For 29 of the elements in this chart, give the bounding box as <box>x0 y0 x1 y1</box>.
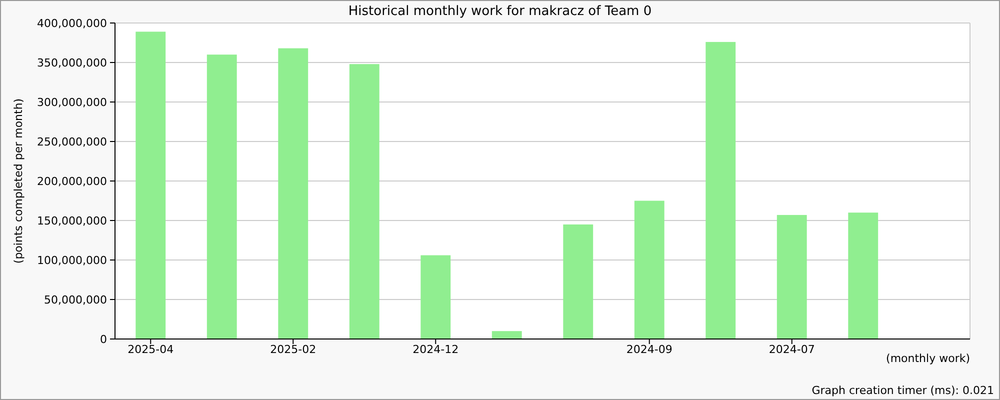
bar <box>136 32 166 339</box>
x-axis-title: (monthly work) <box>886 352 970 365</box>
bar <box>349 64 380 339</box>
bar <box>776 214 807 339</box>
y-tick-label: 150,000,000 <box>37 214 107 228</box>
bar <box>420 255 451 339</box>
x-tick-label: 2025-02 <box>270 343 316 356</box>
y-tick-label: 100,000,000 <box>37 254 107 267</box>
x-tick-label: 2024-09 <box>626 343 672 356</box>
x-tick-label: 2025-04 <box>128 343 174 356</box>
y-tick-label: 400,000,000 <box>37 16 107 30</box>
text: Graph creation timer (ms): 0.021 <box>812 384 994 397</box>
bar <box>706 42 736 339</box>
y-tick-label: 200,000,000 <box>37 174 107 188</box>
bar <box>492 331 522 339</box>
bar <box>563 224 594 339</box>
x-tick-label: 2024-07 <box>768 343 815 356</box>
y-tick-label: 0 <box>100 332 107 346</box>
y-tick-label: 250,000,000 <box>37 135 107 148</box>
chart-title: Historical monthly work for makracz of Team 0 <box>348 4 652 19</box>
y-tick-label: 300,000,000 <box>37 96 107 109</box>
bar <box>278 48 308 339</box>
x-tick-label: 2024-12 <box>412 343 459 356</box>
y-tick-label: 50,000,000 <box>44 293 107 306</box>
bar <box>206 54 237 339</box>
bar <box>634 200 664 339</box>
bar <box>848 212 878 339</box>
y-tick-label: 350,000,000 <box>37 56 107 70</box>
y-axis-title: (points completed per month) <box>12 98 25 264</box>
